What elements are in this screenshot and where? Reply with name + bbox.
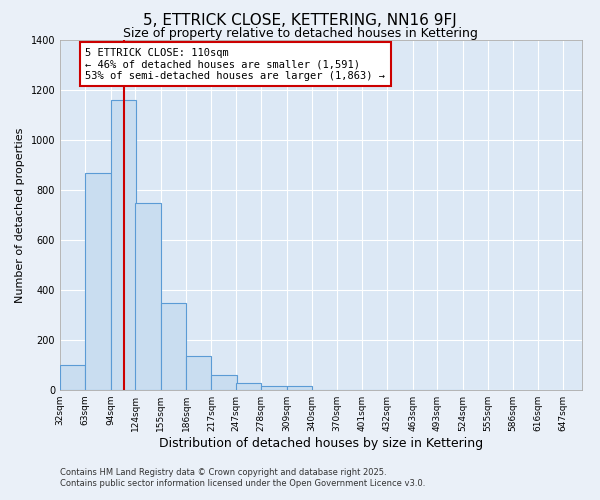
Bar [161, 302, 186, 390]
Bar [287, 386, 312, 390]
Text: Size of property relative to detached houses in Kettering: Size of property relative to detached ho… [122, 28, 478, 40]
Bar [85, 172, 111, 390]
Bar [186, 356, 211, 390]
Bar [236, 382, 261, 390]
Bar [261, 386, 287, 390]
Bar [111, 100, 136, 390]
Text: Contains HM Land Registry data © Crown copyright and database right 2025.
Contai: Contains HM Land Registry data © Crown c… [60, 468, 425, 487]
Text: 5 ETTRICK CLOSE: 110sqm
← 46% of detached houses are smaller (1,591)
53% of semi: 5 ETTRICK CLOSE: 110sqm ← 46% of detache… [85, 48, 385, 80]
Bar [211, 375, 237, 390]
Bar [60, 365, 85, 390]
Bar [135, 202, 161, 390]
Y-axis label: Number of detached properties: Number of detached properties [15, 128, 25, 302]
X-axis label: Distribution of detached houses by size in Kettering: Distribution of detached houses by size … [159, 437, 483, 450]
Text: 5, ETTRICK CLOSE, KETTERING, NN16 9FJ: 5, ETTRICK CLOSE, KETTERING, NN16 9FJ [143, 12, 457, 28]
